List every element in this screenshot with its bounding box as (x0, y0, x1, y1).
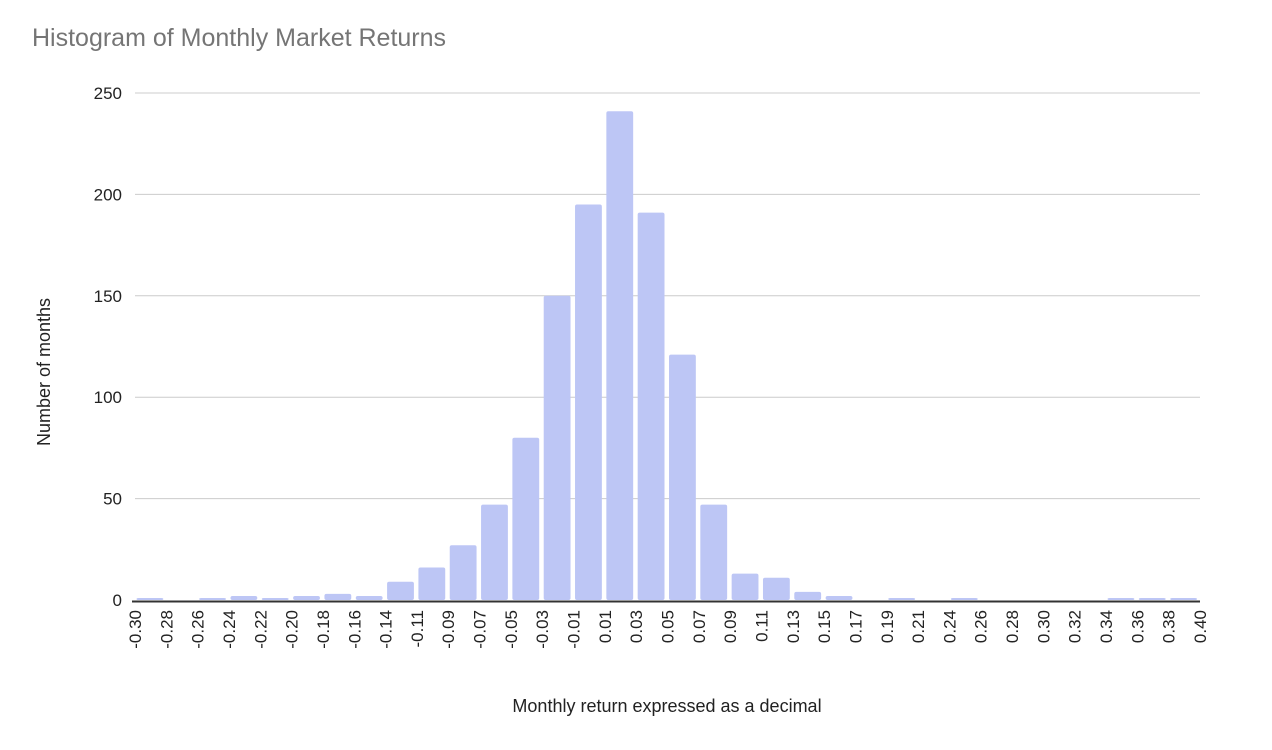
y-tick-label: 0 (113, 591, 122, 610)
x-tick-label: -0.07 (471, 610, 490, 649)
histogram-bar (888, 597, 916, 600)
histogram-bar (1138, 597, 1166, 600)
x-tick-label: 0.19 (878, 610, 897, 643)
histogram-bar (700, 504, 728, 600)
x-tick-label: 0.28 (1003, 610, 1022, 643)
histogram-bar (762, 577, 790, 600)
x-tick-label: 0.34 (1097, 610, 1116, 643)
histogram-bar (637, 212, 665, 601)
x-tick-label: 0.01 (596, 610, 615, 643)
x-tick-label: -0.05 (502, 610, 521, 649)
histogram-bar (543, 295, 571, 600)
histogram-bar (449, 545, 477, 600)
x-tick-label: 0.26 (972, 610, 991, 643)
x-tick-label: 0.13 (784, 610, 803, 643)
histogram-bar (575, 204, 602, 601)
histogram-bar (418, 567, 446, 600)
histogram-bar (512, 437, 540, 600)
x-tick-label: 0.30 (1034, 610, 1053, 643)
histogram-bar (825, 595, 853, 600)
x-tick-label: 0.05 (659, 610, 678, 643)
histogram-bar (606, 111, 634, 600)
x-tick-label: 0.40 (1191, 610, 1210, 643)
histogram-bar (324, 593, 352, 600)
x-tick-label: 0.21 (909, 610, 928, 643)
y-tick-label: 250 (94, 84, 122, 103)
x-axis-label: Monthly return expressed as a decimal (512, 696, 821, 716)
y-tick-label: 150 (94, 287, 122, 306)
histogram-bar (293, 595, 320, 600)
x-tick-label: -0.11 (408, 610, 427, 648)
x-tick-label: -0.03 (533, 610, 552, 649)
x-tick-label: 0.17 (846, 610, 865, 643)
histogram-bar (199, 597, 226, 600)
x-tick-label: 0.36 (1128, 610, 1147, 643)
histogram-bar (387, 581, 414, 600)
histogram-bar (731, 573, 759, 600)
x-tick-label: -0.01 (565, 610, 584, 649)
x-tick-label: 0.03 (627, 610, 646, 643)
y-tick-label: 50 (103, 490, 122, 509)
x-tick-label: 0.07 (690, 610, 709, 643)
histogram-bar (794, 591, 822, 600)
x-tick-label: 0.09 (721, 610, 740, 643)
x-tick-label: 0.15 (815, 610, 834, 643)
histogram-bar (136, 597, 164, 600)
histogram-bar (355, 595, 383, 600)
histogram-bar (1170, 597, 1197, 600)
y-tick-label: 200 (94, 185, 122, 204)
x-tick-label: -0.22 (251, 610, 270, 649)
chart-title: Histogram of Monthly Market Returns (32, 24, 447, 52)
x-tick-label: -0.18 (314, 610, 333, 649)
x-tick-label: -0.26 (189, 610, 208, 649)
x-tick-label: -0.24 (220, 610, 239, 649)
histogram-bar (261, 597, 289, 600)
x-tick-label: -0.28 (157, 610, 176, 649)
x-tick-label: 0.24 (940, 610, 959, 643)
x-tick-label: -0.16 (345, 610, 364, 649)
x-tick-label: -0.30 (126, 610, 145, 649)
histogram-bar (1107, 597, 1135, 600)
histogram-bar (481, 504, 508, 600)
y-axis-label: Number of months (34, 298, 54, 446)
x-tick-label: 0.11 (752, 610, 771, 642)
y-tick-label: 100 (94, 388, 122, 407)
x-tick-label: 0.32 (1066, 610, 1085, 643)
histogram-bar (669, 354, 696, 600)
x-tick-label: -0.09 (439, 610, 458, 649)
x-tick-label: -0.14 (377, 610, 396, 649)
x-tick-label: 0.38 (1160, 610, 1179, 643)
x-tick-label: -0.20 (283, 610, 302, 649)
histogram-bar (950, 597, 978, 600)
histogram-bar (230, 595, 258, 600)
